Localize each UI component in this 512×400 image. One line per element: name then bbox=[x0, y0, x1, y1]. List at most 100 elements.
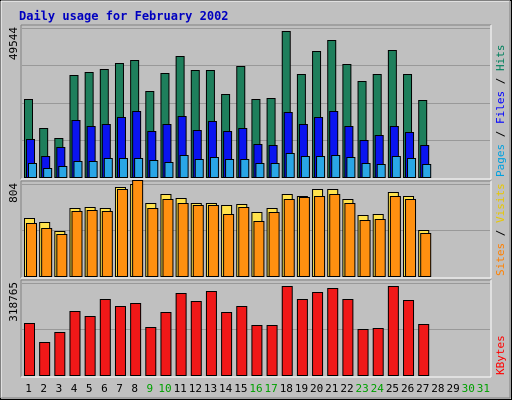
y-max-label: 49544 bbox=[7, 27, 20, 60]
x-axis-labels: 1 2 3 4 5 6 7 8 9 10 11 12 13 14 15 16 17 18 19 20 21 22 23 24 2… bbox=[25, 382, 490, 395]
day-label: 7 bbox=[116, 382, 123, 395]
bar-kbytes bbox=[281, 286, 293, 376]
legend-entry: Sites bbox=[494, 243, 507, 276]
bar-kbytes bbox=[327, 288, 339, 376]
legend-entry: Pages bbox=[494, 144, 507, 177]
day-label: 3 bbox=[56, 382, 63, 395]
bar-kbytes bbox=[342, 299, 354, 376]
day-label: 8 bbox=[131, 382, 138, 395]
bar-sites bbox=[132, 180, 144, 277]
bar-pages bbox=[407, 158, 417, 178]
bar-kbytes bbox=[418, 324, 430, 376]
legend-separator: / bbox=[494, 71, 507, 91]
bar-kbytes bbox=[69, 311, 81, 376]
bar-sites bbox=[192, 205, 204, 277]
bar-pages bbox=[209, 157, 219, 178]
day-label: 29 bbox=[446, 382, 459, 395]
bar-pages bbox=[240, 159, 250, 178]
bar-sites bbox=[405, 199, 417, 277]
bar-pages bbox=[270, 163, 280, 178]
legend-entry: Files bbox=[494, 91, 507, 124]
y-max-label: 318765 bbox=[7, 282, 20, 322]
bar-sites bbox=[359, 220, 371, 277]
bar-sites bbox=[56, 234, 68, 277]
bar-pages bbox=[194, 159, 204, 178]
bar-sites bbox=[147, 208, 159, 277]
day-label: 22 bbox=[340, 382, 353, 395]
bar-kbytes bbox=[266, 325, 278, 376]
bar-pages bbox=[103, 158, 113, 178]
bar-sites bbox=[344, 203, 356, 277]
panel-hits-files-pages: 49544 Pages / Files / Hits bbox=[7, 24, 507, 180]
bar-pages bbox=[179, 155, 189, 178]
bar-pages bbox=[134, 158, 144, 178]
bar-pages bbox=[28, 163, 37, 178]
bar-pages bbox=[316, 156, 326, 178]
bar-kbytes bbox=[236, 306, 248, 376]
day-label: 30 bbox=[462, 382, 475, 395]
panel-legend: KBytes bbox=[494, 335, 507, 375]
bar-kbytes bbox=[387, 286, 399, 376]
bar-kbytes bbox=[175, 293, 187, 376]
panel-visits-sites: 804 Sites / Visits bbox=[7, 180, 507, 279]
bar-pages bbox=[88, 161, 98, 178]
bar-sites bbox=[177, 203, 189, 277]
bar-pages bbox=[361, 163, 371, 178]
bar-pages bbox=[58, 166, 68, 178]
day-label: 25 bbox=[386, 382, 399, 395]
bar-pages bbox=[73, 161, 83, 178]
bar-pages bbox=[225, 159, 235, 178]
day-label: 27 bbox=[416, 382, 429, 395]
day-label: 10 bbox=[158, 382, 171, 395]
bar-kbytes bbox=[84, 316, 96, 376]
panel-legend: Pages / Files / Hits bbox=[494, 45, 507, 178]
bar-sites bbox=[41, 228, 53, 277]
bar-sites bbox=[329, 194, 341, 277]
day-label: 9 bbox=[147, 382, 154, 395]
day-label: 6 bbox=[101, 382, 108, 395]
bar-sites bbox=[162, 199, 174, 277]
bar-pages bbox=[300, 156, 310, 178]
bar-kbytes bbox=[372, 328, 384, 376]
bar-pages bbox=[391, 156, 401, 178]
y-max-label: 804 bbox=[7, 183, 20, 203]
chart-title: Daily usage for February 2002 bbox=[19, 9, 229, 23]
bar-kbytes bbox=[312, 292, 324, 376]
bar-pages bbox=[255, 163, 265, 178]
bar-pages bbox=[376, 164, 386, 178]
bar-pages bbox=[331, 155, 341, 178]
day-label: 26 bbox=[401, 382, 414, 395]
legend-separator: / bbox=[494, 124, 507, 144]
bar-sites bbox=[314, 196, 326, 277]
day-label: 1 bbox=[25, 382, 32, 395]
bar-sites bbox=[389, 196, 401, 277]
bar-sites bbox=[223, 214, 235, 277]
day-label: 15 bbox=[234, 382, 247, 395]
day-label: 16 bbox=[249, 382, 262, 395]
chart-panels: 49544 Pages / Files / Hits 804 Sites / Visi… bbox=[7, 24, 507, 378]
bar-sites bbox=[420, 233, 432, 277]
day-label: 11 bbox=[174, 382, 187, 395]
day-label: 19 bbox=[295, 382, 308, 395]
bar-pages bbox=[285, 153, 295, 178]
bar-pages bbox=[164, 162, 174, 178]
bar-pages bbox=[149, 160, 159, 178]
day-label: 12 bbox=[189, 382, 202, 395]
bar-sites bbox=[71, 211, 83, 277]
bar-kbytes bbox=[160, 312, 172, 376]
bar-kbytes bbox=[296, 299, 308, 376]
bar-pages bbox=[43, 168, 53, 178]
bar-pages bbox=[422, 164, 432, 178]
panel-legend: Sites / Visits bbox=[494, 183, 507, 276]
legend-entry: Visits bbox=[494, 183, 507, 223]
bar-kbytes bbox=[251, 325, 263, 376]
bar-kbytes bbox=[357, 329, 369, 376]
day-label: 2 bbox=[40, 382, 47, 395]
legend-separator: / bbox=[494, 223, 507, 243]
day-label: 24 bbox=[371, 382, 385, 395]
bar-kbytes bbox=[24, 323, 35, 376]
bar-sites bbox=[283, 199, 295, 277]
bar-kbytes bbox=[114, 306, 126, 376]
bar-pages bbox=[118, 158, 128, 178]
